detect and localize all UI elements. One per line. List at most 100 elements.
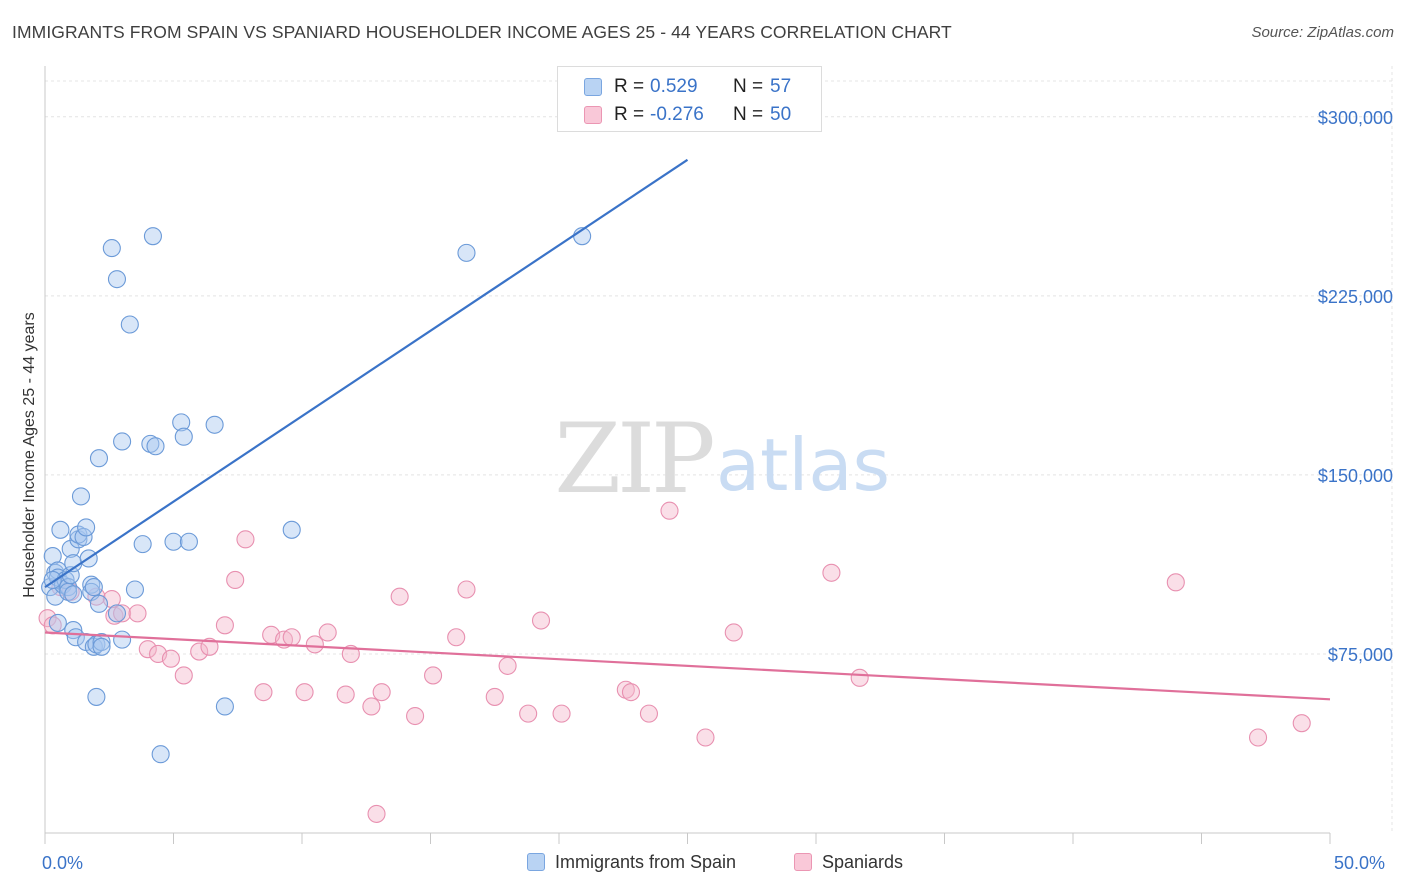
watermark-zip: ZIP (554, 403, 713, 515)
immigrants-point-52 (282, 520, 301, 539)
immigrants-point-6 (48, 613, 67, 632)
spaniards-point-35 (485, 687, 504, 706)
immigrants-point-36 (107, 604, 127, 623)
legend-swatch-blue (527, 853, 545, 871)
immigrants-point-47 (172, 413, 191, 432)
spaniards-point-43 (660, 501, 679, 520)
legend-label: Immigrants from Spain (555, 852, 737, 872)
legend-row-immigrants: R = 0.529 N = 57 (558, 73, 821, 101)
legend-n-label: N = (733, 104, 764, 125)
spaniards-point-36 (498, 656, 517, 675)
spaniards-point-45 (724, 623, 743, 642)
immigrants-point-45 (151, 745, 170, 764)
immigrants-point-40 (125, 580, 144, 599)
series-immigrants-from-spain (41, 227, 592, 764)
spaniards-point-27 (362, 697, 381, 716)
legend-r-label: R = (614, 76, 645, 97)
spaniards-point-16 (226, 570, 245, 589)
spaniards-point-46 (822, 563, 841, 582)
y-tick-label-1: $150,000 (1318, 466, 1393, 486)
legend-swatch-pink (794, 853, 812, 871)
immigrants-point-31 (89, 594, 109, 613)
legend-r-value: 0.529 (650, 76, 698, 97)
gridlines (45, 66, 1393, 833)
spaniards-point-7 (113, 604, 132, 623)
spaniards-point-48 (1166, 573, 1185, 592)
y-tick-label-3: $300,000 (1318, 108, 1393, 128)
immigrants-point-49 (179, 532, 198, 551)
immigrants-point-37 (113, 432, 132, 451)
spaniards-point-12 (174, 666, 193, 685)
spaniards-point-44 (696, 728, 715, 747)
spaniards-point-24 (318, 623, 337, 642)
legend-n-value: 57 (770, 76, 792, 97)
x-min-label: 0.0% (42, 853, 84, 873)
immigrants-point-33 (92, 637, 111, 656)
immigrants-point-29 (87, 687, 106, 706)
spaniards-point-28 (367, 804, 386, 823)
immigrants-point-30 (89, 449, 109, 468)
immigrants-point-46 (164, 532, 183, 551)
legend-swatch-blue (584, 78, 602, 96)
axes (44, 66, 1331, 844)
legend-row-spaniards: R = -0.276 N = 50 (558, 101, 821, 129)
spaniards-point-50 (1292, 714, 1311, 733)
spaniards-point-9 (138, 640, 157, 659)
legend-r-label: R = (614, 104, 645, 125)
spaniards-point-33 (447, 628, 466, 647)
immigrants-point-7 (51, 520, 70, 539)
spaniards-point-22 (295, 683, 314, 702)
spaniards-point-41 (621, 683, 641, 702)
y-tick-labels: $75,000 $150,000 $225,000 $300,000 (1318, 108, 1393, 665)
spaniards-point-34 (457, 580, 476, 599)
immigrants-point-44 (146, 437, 165, 456)
spaniards-point-29 (372, 683, 391, 702)
spaniards-point-30 (390, 587, 409, 606)
x-max-label: 50.0% (1334, 853, 1386, 873)
spaniards-point-21 (282, 628, 301, 647)
spaniards-point-32 (424, 666, 443, 685)
spaniards-point-39 (552, 704, 571, 723)
spaniards-point-47 (850, 668, 869, 687)
spaniards-point-23 (305, 635, 324, 654)
legend-n-value: 50 (770, 104, 792, 125)
y-tick-label-0: $75,000 (1328, 645, 1393, 665)
immigrants-point-39 (120, 315, 139, 334)
watermark: ZIP atlas (554, 403, 890, 515)
spaniards-point-15 (215, 616, 234, 635)
legend-item-immigrants: Immigrants from Spain (527, 852, 736, 873)
immigrants-point-23 (77, 518, 96, 537)
immigrants-point-38 (113, 630, 132, 649)
source-label: Source: ZipAtlas.com (1251, 24, 1394, 41)
legend-n-label: N = (733, 76, 764, 97)
spaniards-point-42 (639, 704, 659, 723)
spaniards-point-18 (254, 683, 273, 702)
spaniards-point-31 (406, 706, 425, 726)
spaniards-point-38 (531, 611, 551, 630)
immigrants-point-48 (174, 427, 193, 446)
legend-swatch-pink (584, 106, 602, 124)
spaniards-point-37 (519, 704, 538, 723)
immigrants-point-34 (102, 239, 121, 258)
spaniards-point-26 (341, 644, 360, 664)
immigrants-point-50 (205, 415, 224, 434)
trend-lines (44, 158, 1331, 701)
immigrants-point-56 (84, 578, 103, 597)
immigrants-point-43 (143, 227, 162, 246)
immigrants-point-41 (133, 535, 152, 554)
legend-item-spaniards: Spaniards (794, 852, 903, 873)
legend-r-value: -0.276 (650, 104, 704, 125)
immigrants-point-16 (64, 585, 83, 604)
spaniards-point-25 (336, 685, 355, 704)
series-spaniards (38, 501, 1311, 823)
immigrants-point-35 (107, 270, 127, 289)
immigrants-point-53 (457, 243, 476, 262)
spaniards-point-17 (236, 530, 255, 549)
spaniards-point-13 (190, 642, 209, 661)
trend-line-1 (44, 631, 1331, 701)
watermark-atlas: atlas (716, 423, 890, 507)
spaniards-point-49 (1248, 728, 1268, 747)
legend-label: Spaniards (822, 852, 904, 872)
spaniards-point-11 (161, 649, 180, 668)
immigrants-point-32 (92, 632, 111, 652)
